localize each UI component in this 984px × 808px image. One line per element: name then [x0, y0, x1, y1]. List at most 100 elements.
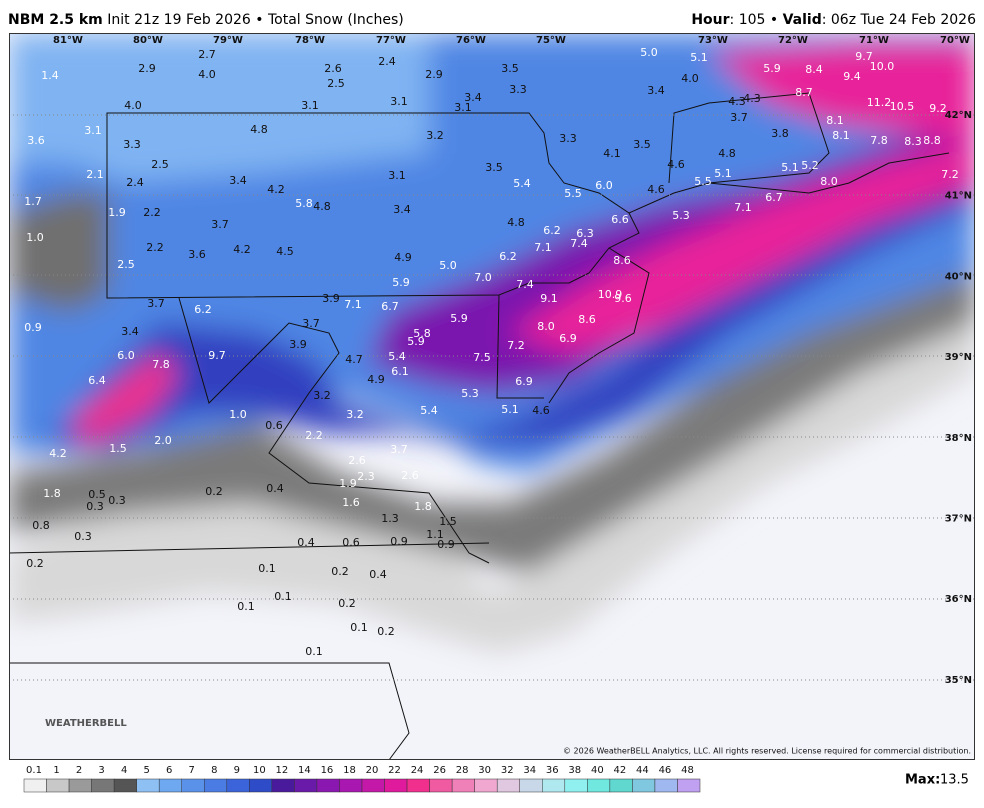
- snow-amount: 10.0: [870, 60, 895, 73]
- snow-amount: 8.6: [613, 254, 631, 267]
- lat-label: 40°N: [945, 271, 972, 282]
- colorbar-segment: [68, 778, 92, 793]
- snow-amount: 4.1: [603, 147, 621, 160]
- snow-amount: 5.2: [801, 159, 819, 172]
- snow-amount: 8.1: [826, 114, 844, 127]
- lon-label: 72°W: [778, 35, 808, 46]
- snow-amount: 3.7: [730, 111, 748, 124]
- snow-amount: 5.9: [407, 335, 425, 348]
- snow-amount: 0.4: [369, 568, 387, 581]
- colorbar-label: 48: [681, 765, 694, 776]
- snow-amount: 2.5: [117, 258, 135, 271]
- colorbar-segment: [226, 778, 250, 793]
- snow-amount: 3.3: [509, 83, 527, 96]
- snow-amount: 4.6: [647, 183, 665, 196]
- snow-amount: 3.1: [390, 95, 408, 108]
- colorbar-segment: [474, 778, 498, 793]
- colorbar-segment: [23, 778, 47, 793]
- snow-amount: 4.3: [728, 95, 746, 108]
- snow-amount: 6.2: [499, 250, 517, 263]
- graticule: [9, 114, 975, 681]
- colorbar-segment: [406, 778, 430, 793]
- snow-amount: 5.9: [392, 276, 410, 289]
- snow-amount: 8.1: [832, 129, 850, 142]
- lat-label: 38°N: [945, 433, 972, 444]
- colorbar-segment: [249, 778, 273, 793]
- lon-label: 79°W: [213, 35, 243, 46]
- snow-amount: 3.2: [313, 389, 331, 402]
- snow-amount: 7.1: [344, 298, 362, 311]
- snow-amount: 5.1: [501, 403, 519, 416]
- snow-amount: 0.1: [258, 562, 276, 575]
- snow-amount: 0.8: [32, 519, 50, 532]
- snow-amount: 0.2: [205, 485, 223, 498]
- snow-amount: 7.1: [734, 201, 752, 214]
- snow-amount: 3.4: [393, 203, 411, 216]
- snow-amount: 1.9: [339, 477, 357, 490]
- colorbar-label: 26: [433, 765, 446, 776]
- snow-amount: 3.2: [346, 408, 364, 421]
- snow-amount: 4.8: [718, 147, 736, 160]
- snow-amount: 4.8: [313, 200, 331, 213]
- snow-amount: 5.1: [781, 161, 799, 174]
- colorbar-label: 6: [166, 765, 172, 776]
- snow-amount: 8.7: [795, 86, 813, 99]
- snow-amount: 5.3: [672, 209, 690, 222]
- snow-amount: 0.4: [297, 536, 315, 549]
- snow-amount: 2.4: [378, 55, 396, 68]
- snow-amount: 2.1: [86, 168, 104, 181]
- snow-amount: 10.9: [598, 288, 623, 301]
- snow-amount: 7.4: [570, 237, 588, 250]
- colorbar-label: 24: [411, 765, 424, 776]
- snow-amount: 3.1: [388, 169, 406, 182]
- snow-amount: 4.8: [507, 216, 525, 229]
- snow-amount: 9.2: [929, 102, 947, 115]
- snow-amount: 1.9: [108, 206, 126, 219]
- valid: : 06z Tue 24 Feb 2026: [821, 12, 976, 28]
- colorbar-segment: [587, 778, 611, 793]
- snow-amount: 3.1: [454, 101, 472, 114]
- snow-amount: 3.2: [426, 129, 444, 142]
- snow-amount: 0.3: [108, 494, 126, 507]
- snow-amount: 11.2: [867, 96, 892, 109]
- lat-label: 36°N: [945, 594, 972, 605]
- lat-label: 35°N: [945, 675, 972, 686]
- snow-amount: 4.6: [667, 158, 685, 171]
- snow-amount: 4.2: [49, 447, 67, 460]
- snow-amount: 5.4: [420, 404, 438, 417]
- snow-amount: 4.2: [267, 183, 285, 196]
- snow-amount: 6.2: [543, 224, 561, 237]
- snow-amount: 3.5: [485, 161, 503, 174]
- colorbar-segment: [519, 778, 543, 793]
- snow-amount: 0.1: [237, 600, 255, 613]
- snow-amount: 0.2: [26, 557, 44, 570]
- snow-amount: 0.9: [390, 535, 408, 548]
- snow-amount: 5.1: [714, 167, 732, 180]
- snow-amount: 6.0: [595, 179, 613, 192]
- snow-amount: 0.9: [437, 538, 455, 551]
- snow-amount: 2.6: [324, 62, 342, 75]
- colorbar-label: 22: [388, 765, 401, 776]
- snow-amount: 2.4: [126, 176, 144, 189]
- logo: WEATHERBELL: [45, 718, 127, 729]
- hour: : 105 •: [729, 12, 783, 28]
- snow-amount: 3.7: [390, 443, 408, 456]
- snow-amount: 2.5: [151, 158, 169, 171]
- snow-amount: 3.4: [464, 91, 482, 104]
- colorbar-segment: [632, 778, 656, 793]
- snow-amount: 1.8: [414, 500, 432, 513]
- colorbar-segment: [384, 778, 408, 793]
- snow-amount: 2.9: [138, 62, 156, 75]
- colorbar-segment: [564, 778, 588, 793]
- snow-amount: 1.8: [43, 487, 61, 500]
- snow-amount: 2.7: [198, 48, 216, 61]
- colorbar-segment: [609, 778, 633, 793]
- snow-amount: 0.2: [377, 625, 395, 638]
- colorbar-label: 12: [275, 765, 288, 776]
- snow-amount: 4.9: [394, 251, 412, 264]
- snow-amount: 6.1: [391, 365, 409, 378]
- colorbar-segment: [91, 778, 115, 793]
- colorbar-segment: [294, 778, 318, 793]
- colorbar-label: 42: [613, 765, 626, 776]
- snow-amount: 3.5: [633, 138, 651, 151]
